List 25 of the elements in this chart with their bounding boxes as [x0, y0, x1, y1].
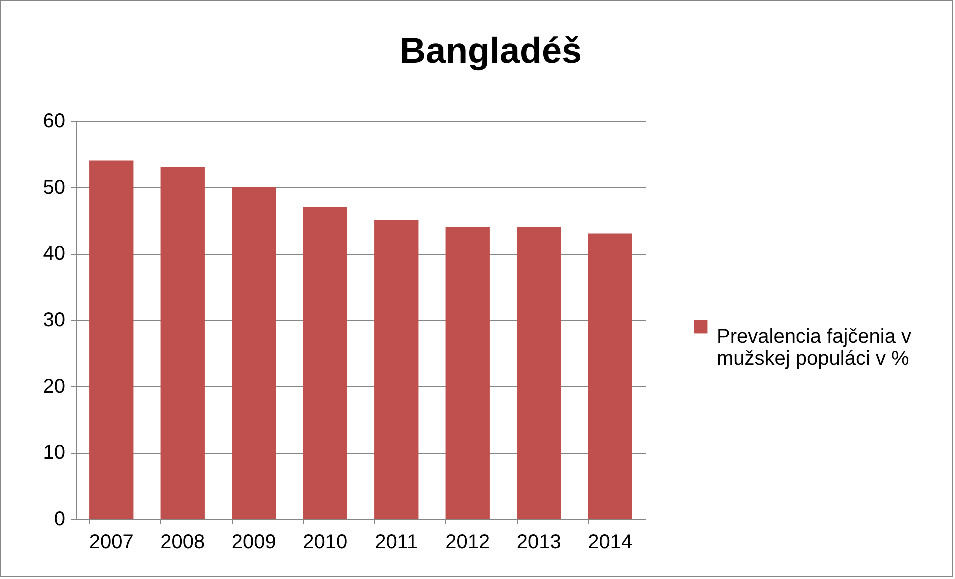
y-tick-label: 0: [54, 508, 66, 530]
y-tick-label: 10: [43, 442, 66, 464]
y-tick-label: 40: [43, 243, 66, 266]
y-tick-label: 50: [43, 176, 66, 199]
x-tick-label: 2010: [303, 532, 348, 554]
bar: [446, 227, 490, 519]
bar: [588, 234, 632, 519]
x-tick-label: 2011: [375, 532, 418, 554]
bar: [517, 227, 562, 519]
bar: [90, 160, 134, 519]
y-tick-label: 60: [43, 110, 66, 132]
x-tick-label: 2012: [446, 532, 490, 554]
bar: [232, 187, 276, 519]
chart-title: Bangladéš: [400, 30, 582, 71]
bar: [160, 167, 205, 519]
x-tick-label: 2008: [160, 532, 206, 554]
y-tick-label: 30: [43, 310, 66, 332]
legend-label: Prevalencia fajčenia v mužskej populáci v %: [717, 326, 912, 370]
y-tick-label: 20: [43, 376, 66, 398]
x-tick-label: 2009: [232, 532, 276, 554]
x-tick-label: 2014: [588, 532, 633, 554]
x-tick-label: 2007: [89, 532, 134, 554]
bar: [374, 220, 419, 519]
bar: [303, 207, 348, 519]
x-tick-label: 2013: [516, 532, 562, 554]
